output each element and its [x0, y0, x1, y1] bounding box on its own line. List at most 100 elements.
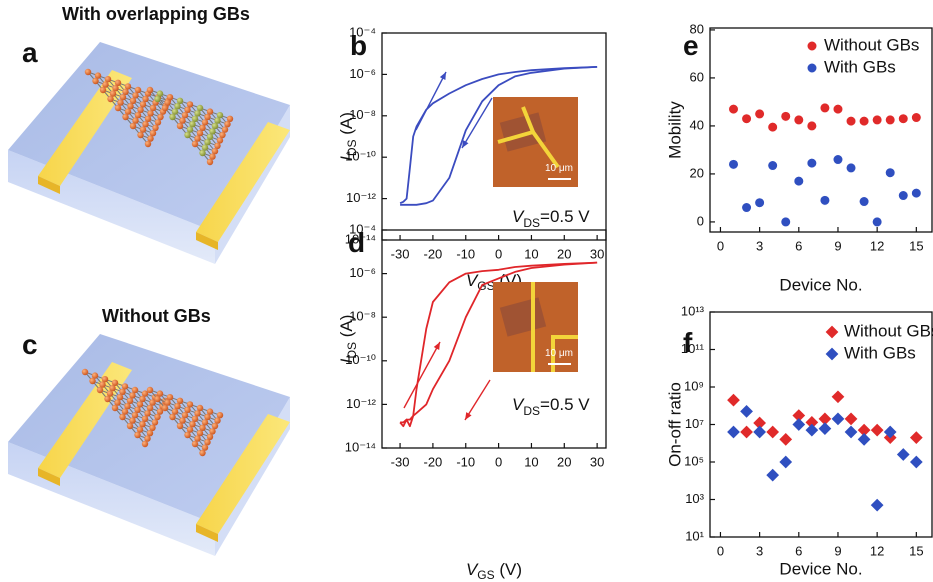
panel-title: Without GBs	[102, 306, 211, 326]
point	[755, 109, 765, 119]
x-tick-label: 6	[795, 238, 802, 253]
device-illustration	[8, 334, 290, 556]
point	[742, 203, 752, 213]
sweep-arrowhead	[465, 412, 472, 420]
point	[872, 115, 882, 125]
point	[885, 115, 895, 125]
point	[794, 176, 804, 186]
x-tick-label: 20	[557, 454, 571, 469]
panel-label: a	[22, 37, 38, 68]
point	[898, 191, 908, 201]
y-tick-label: 10¹	[685, 528, 704, 543]
label-text: (A)	[337, 315, 356, 342]
point	[912, 113, 922, 123]
point	[819, 422, 832, 435]
legend-marker	[826, 326, 839, 339]
label-text: (A)	[337, 112, 356, 139]
point	[727, 426, 740, 439]
legend-marker	[807, 41, 817, 51]
atom	[154, 396, 160, 402]
device-illustration	[8, 42, 290, 264]
point	[740, 426, 753, 439]
label-subscript: GS	[477, 568, 494, 582]
x-tick-label: 9	[834, 543, 841, 558]
point	[781, 217, 791, 227]
axis-label: On-off ratio	[665, 382, 684, 467]
axis-label: IDS (A)	[337, 112, 359, 161]
panel-label: c	[22, 329, 38, 360]
x-tick-label: -20	[424, 454, 443, 469]
atom	[162, 405, 168, 411]
point	[766, 469, 779, 482]
label-subscript: DS	[345, 342, 359, 359]
label-subscript: DS	[523, 216, 540, 230]
point	[794, 115, 804, 125]
atom	[142, 441, 148, 447]
atom	[127, 423, 133, 429]
axis-label: Device No.	[779, 559, 862, 578]
x-tick-label: 15	[909, 543, 923, 558]
x-tick-label: 6	[795, 543, 802, 558]
point	[729, 104, 739, 114]
point	[897, 448, 910, 461]
atom	[145, 141, 151, 147]
x-tick-label: -10	[456, 246, 475, 261]
point	[871, 424, 884, 437]
point	[768, 122, 778, 132]
atom	[122, 114, 128, 120]
axis-label: VGS (V)	[466, 560, 522, 582]
point	[807, 158, 817, 168]
annotation: VDS=0.5 V	[512, 207, 590, 230]
figure-canvas: a With overlapping GBs c Without GBs b10…	[0, 0, 933, 582]
label-subscript: DS	[345, 139, 359, 156]
x-tick-label: 3	[756, 543, 763, 558]
point	[792, 418, 805, 431]
point	[820, 103, 830, 113]
atom	[162, 105, 168, 111]
y-tick-label: 40	[690, 117, 704, 132]
atom	[192, 141, 198, 147]
atom	[89, 378, 95, 384]
legend-label: Without GBs	[844, 321, 933, 340]
x-tick-label: -10	[456, 454, 475, 469]
point	[779, 456, 792, 469]
atom	[85, 69, 91, 75]
point	[910, 456, 923, 469]
point	[768, 161, 778, 171]
atom	[177, 423, 183, 429]
atom	[184, 432, 190, 438]
axis-label: Device No.	[779, 275, 862, 294]
point	[820, 196, 830, 206]
atom	[115, 105, 121, 111]
point	[846, 163, 856, 173]
atom	[184, 132, 190, 138]
point	[766, 426, 779, 439]
point	[779, 433, 792, 446]
point	[740, 405, 753, 418]
x-tick-label: 30	[590, 454, 604, 469]
point	[833, 104, 843, 114]
point	[805, 424, 818, 437]
atom	[199, 450, 205, 456]
point	[872, 217, 882, 227]
atom	[137, 132, 143, 138]
y-tick-label: 10³	[685, 491, 704, 506]
point	[753, 426, 766, 439]
x-tick-label: -30	[391, 246, 410, 261]
sweep-arrow	[416, 72, 446, 130]
y-tick-label: 60	[690, 69, 704, 84]
point	[912, 188, 922, 198]
x-tick-label: 9	[834, 238, 841, 253]
annotation: VDS=0.5 V	[512, 395, 590, 418]
x-tick-label: 15	[909, 238, 923, 253]
y-tick-label: 0	[697, 213, 704, 228]
point	[755, 198, 765, 208]
point	[858, 433, 871, 446]
y-tick-label: 20	[690, 165, 704, 180]
atom	[104, 396, 110, 402]
label-text: =0.5 V	[540, 395, 590, 414]
point	[845, 426, 858, 439]
y-tick-label: 10⁵	[684, 453, 704, 468]
point	[859, 197, 869, 207]
y-tick-label: 10¹¹	[681, 341, 705, 356]
